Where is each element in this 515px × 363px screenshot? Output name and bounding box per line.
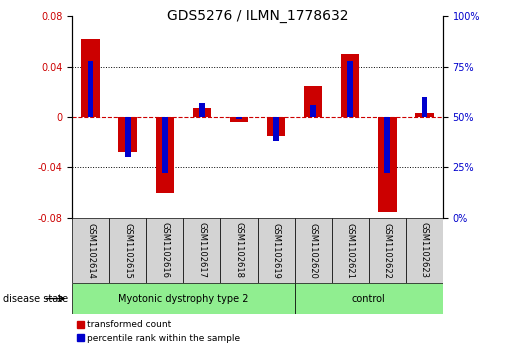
Bar [199, 103, 204, 117]
Bar [162, 117, 167, 174]
Text: control: control [352, 294, 386, 303]
Bar [81, 39, 100, 117]
Bar [109, 218, 146, 283]
Bar [125, 117, 130, 158]
Text: GSM1102617: GSM1102617 [197, 223, 207, 278]
Bar [220, 218, 258, 283]
Bar [267, 117, 285, 136]
Bar [295, 283, 443, 314]
Bar [193, 108, 211, 117]
Bar [415, 113, 434, 117]
Text: GSM1102619: GSM1102619 [271, 223, 281, 278]
Bar [341, 54, 359, 117]
Bar [72, 283, 295, 314]
Bar [348, 61, 353, 117]
Text: GSM1102618: GSM1102618 [234, 223, 244, 278]
Bar [273, 117, 279, 141]
Bar [183, 218, 220, 283]
Text: GSM1102621: GSM1102621 [346, 223, 355, 278]
Bar [146, 218, 183, 283]
Text: disease state: disease state [3, 294, 67, 303]
Bar [304, 86, 322, 117]
Text: GSM1102614: GSM1102614 [86, 223, 95, 278]
Text: GSM1102616: GSM1102616 [160, 223, 169, 278]
Bar [156, 117, 174, 193]
Text: GSM1102615: GSM1102615 [123, 223, 132, 278]
Bar [230, 117, 248, 122]
Text: GSM1102620: GSM1102620 [308, 223, 318, 278]
Bar [385, 117, 390, 174]
Legend: transformed count, percentile rank within the sample: transformed count, percentile rank withi… [77, 320, 241, 343]
Bar [378, 117, 397, 212]
Bar [258, 218, 295, 283]
Bar [118, 117, 137, 152]
Text: GSM1102622: GSM1102622 [383, 223, 392, 278]
Bar [406, 218, 443, 283]
Bar [295, 218, 332, 283]
Text: Myotonic dystrophy type 2: Myotonic dystrophy type 2 [118, 294, 249, 303]
Text: GSM1102623: GSM1102623 [420, 223, 429, 278]
Text: GDS5276 / ILMN_1778632: GDS5276 / ILMN_1778632 [167, 9, 348, 23]
Bar [422, 97, 427, 117]
Bar [332, 218, 369, 283]
Bar [311, 105, 316, 117]
Bar [236, 117, 242, 119]
Bar [72, 218, 109, 283]
Bar [88, 61, 93, 117]
Bar [369, 218, 406, 283]
